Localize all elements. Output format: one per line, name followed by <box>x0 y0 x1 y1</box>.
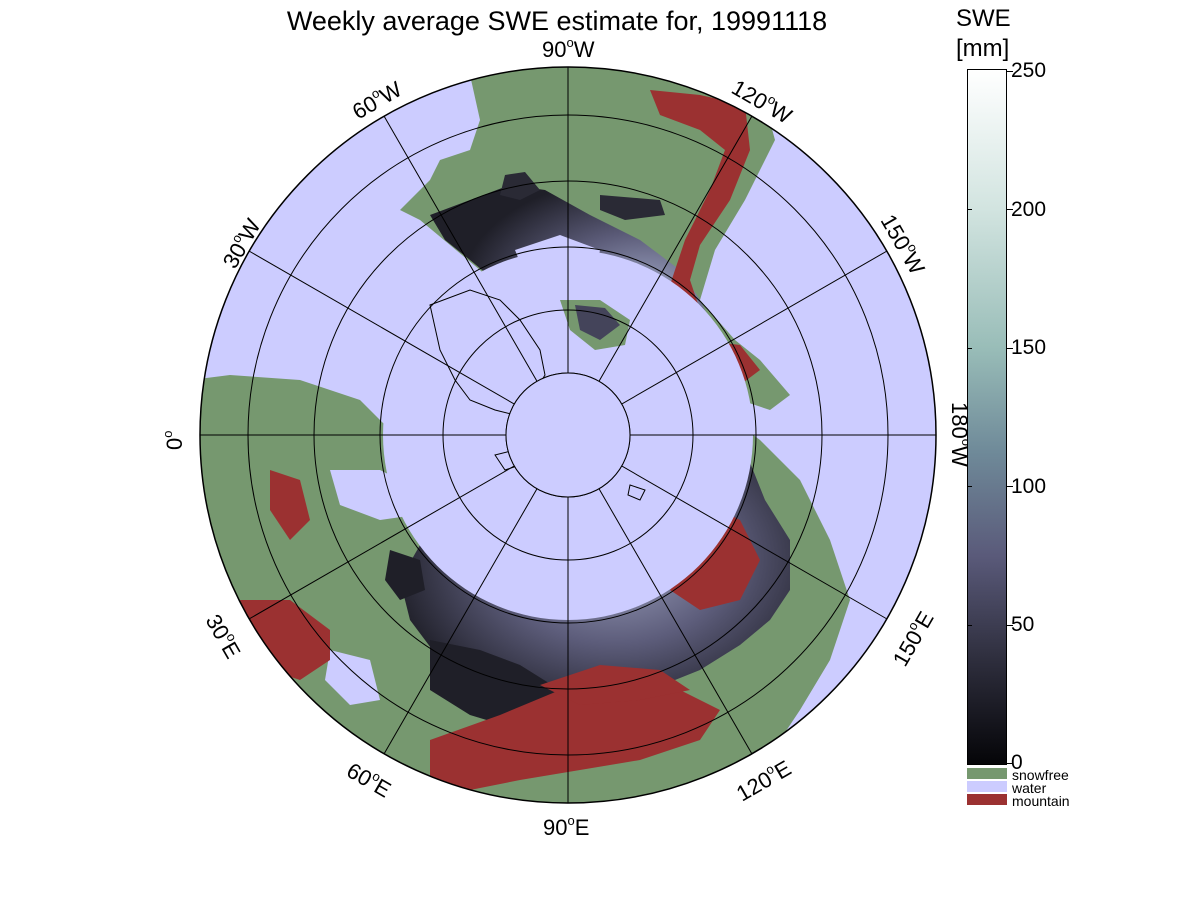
lon-label-150e: 150oE <box>886 606 939 670</box>
colorbar-tick-label: 150 <box>1011 336 1047 359</box>
europe-mountain <box>240 600 330 680</box>
colorbar-tick <box>1007 348 1013 349</box>
lon-label-30e: 30oE <box>201 609 248 663</box>
swe-colorbar <box>967 69 1007 765</box>
lon-label-90e: 90oE <box>543 813 589 840</box>
colorbar-tick <box>1007 763 1013 764</box>
colorbar-tick-label: 0 <box>1011 751 1023 774</box>
colorbar-title-line2: [mm] <box>956 35 1010 62</box>
colorbar-tick <box>1007 71 1013 72</box>
colorbar-tick-label: 250 <box>1011 59 1047 82</box>
himalaya-mountain <box>430 680 720 790</box>
colorbar-tick <box>967 625 972 626</box>
colorbar-tick <box>967 348 972 349</box>
legend-label-water: water <box>1012 780 1047 796</box>
legend-label-snowfree: snowfree <box>1012 767 1069 783</box>
legend-swatch-mountain <box>967 794 1007 805</box>
lon-label-60e: 60oE <box>343 756 397 803</box>
colorbar-tick-label: 200 <box>1011 198 1047 221</box>
legend-label-mountain: mountain <box>1012 793 1070 809</box>
scandinavia-mountain <box>270 470 310 540</box>
siberia-snow-patches <box>385 550 620 735</box>
archipelago-snow <box>575 305 620 340</box>
colorbar-tick <box>967 486 972 487</box>
arctic-islands-snow <box>500 172 665 220</box>
legend-swatch-water <box>967 781 1007 792</box>
colorbar-tick <box>1007 625 1013 626</box>
map-title: Weekly average SWE estimate for, 1999111… <box>286 6 828 36</box>
colorbar-title-line1: SWE <box>956 5 1011 32</box>
legend-swatch-snowfree <box>967 768 1007 779</box>
colorbar-title: SWE [mm] <box>956 4 1011 64</box>
lon-label-0: 0o <box>160 431 187 450</box>
colorbar-tick <box>1007 209 1013 210</box>
colorbar-tick <box>1007 486 1013 487</box>
pole-hole <box>505 372 631 498</box>
colorbar-tick-label: 100 <box>1011 475 1047 498</box>
colorbar-tick-label: 50 <box>1011 613 1035 636</box>
lon-label-120e: 120oE <box>731 754 795 807</box>
lon-label-90w: 90oW <box>542 35 595 62</box>
map-border <box>199 66 937 804</box>
black-caspian-water <box>325 650 380 705</box>
colorbar-tick <box>967 209 972 210</box>
